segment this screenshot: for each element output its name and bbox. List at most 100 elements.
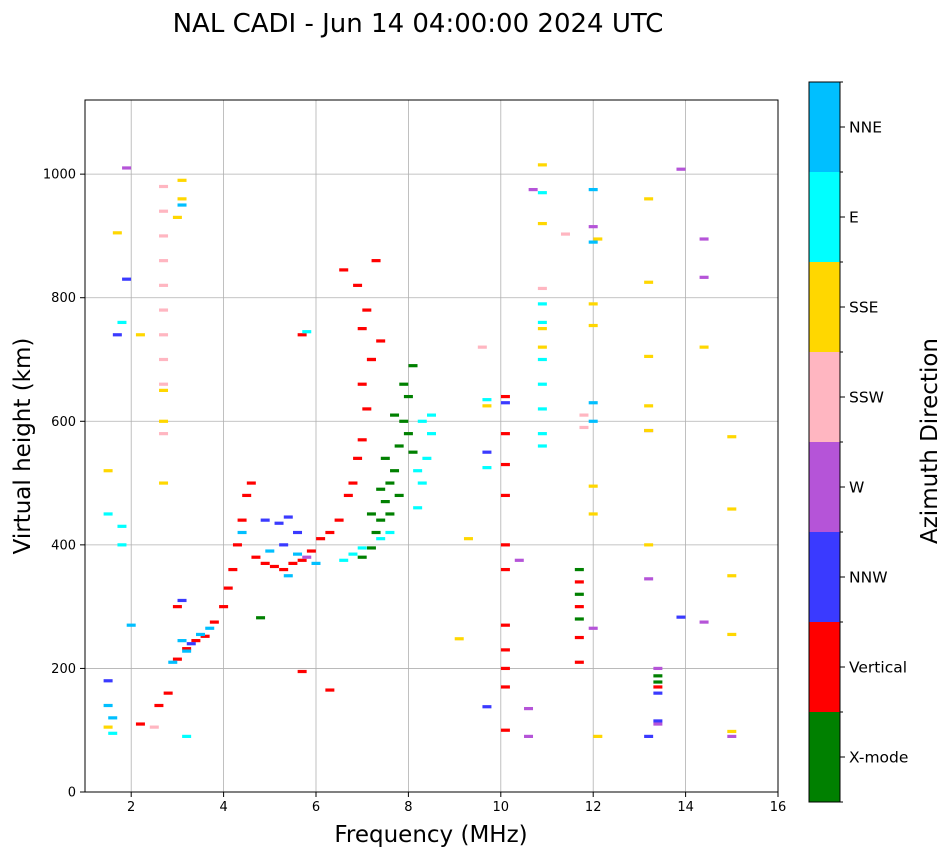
data-point	[348, 481, 358, 485]
data-point	[182, 649, 192, 653]
data-point	[172, 605, 182, 609]
data-point	[279, 567, 289, 572]
data-point	[135, 722, 145, 726]
data-point	[293, 530, 303, 535]
data-point	[200, 634, 210, 638]
data-point	[537, 357, 547, 362]
x-tick-label: 12	[585, 800, 602, 815]
plot-frame	[84, 99, 779, 793]
data-point	[177, 203, 187, 207]
data-point	[343, 493, 353, 498]
data-point	[339, 558, 349, 562]
data-point	[579, 425, 589, 430]
data-point	[366, 357, 376, 362]
data-point	[385, 481, 395, 485]
data-point	[500, 493, 510, 498]
data-point	[676, 615, 686, 619]
colorbar-tick-label: W	[849, 479, 864, 497]
data-point	[727, 574, 737, 578]
data-point	[574, 617, 584, 621]
data-point	[537, 407, 547, 411]
colorbar-tick-label: SSW	[849, 389, 884, 407]
grid-lines	[85, 100, 778, 792]
data-point	[390, 469, 400, 473]
x-tick-label: 10	[493, 800, 510, 815]
data-point	[159, 283, 169, 287]
data-point	[108, 716, 118, 720]
data-point	[306, 549, 316, 553]
data-point	[362, 407, 372, 411]
data-point	[325, 688, 335, 692]
data-point	[159, 481, 169, 485]
data-point	[500, 567, 510, 572]
data-point	[311, 561, 321, 565]
data-point	[500, 543, 510, 547]
data-point	[644, 428, 654, 433]
data-point	[376, 339, 386, 343]
data-point	[727, 507, 737, 511]
y-tick-label: 0	[68, 786, 76, 801]
data-point	[283, 515, 293, 519]
data-point	[362, 308, 372, 312]
data-point	[482, 404, 492, 408]
data-point	[112, 231, 122, 235]
data-point	[644, 280, 654, 284]
data-point	[676, 167, 686, 171]
data-point	[560, 232, 570, 236]
data-point	[366, 512, 376, 516]
data-point	[237, 530, 247, 535]
data-point	[477, 345, 487, 349]
series-ssw	[149, 184, 589, 729]
data-point	[653, 666, 663, 671]
data-point	[260, 561, 270, 565]
y-axis-label: Virtual height (km)	[10, 338, 36, 555]
data-point	[537, 286, 547, 291]
data-point	[588, 323, 598, 328]
data-point	[159, 432, 169, 436]
data-point	[353, 283, 363, 287]
data-point	[117, 543, 127, 547]
data-point	[413, 469, 423, 473]
data-point	[394, 493, 404, 498]
data-point	[727, 734, 737, 738]
x-tick-label: 2	[127, 800, 135, 815]
data-point	[574, 580, 584, 584]
data-point	[209, 620, 219, 624]
data-point	[205, 626, 215, 630]
chart-title: NAL CADI - Jun 14 04:00:00 2024 UTC	[173, 9, 664, 39]
data-point	[357, 327, 367, 331]
series-x-mode	[256, 364, 663, 684]
data-point	[454, 637, 464, 641]
data-point	[482, 398, 492, 402]
x-axis-ticks: 2 4 6 8 10 12 14 16	[127, 792, 786, 815]
data-point	[237, 518, 247, 522]
data-point	[159, 259, 169, 263]
data-point	[117, 524, 127, 528]
data-point	[537, 163, 547, 167]
data-point	[325, 530, 335, 535]
data-point	[427, 413, 436, 417]
data-point	[376, 537, 386, 541]
data-point	[653, 685, 663, 689]
data-point	[699, 620, 709, 624]
data-point	[537, 345, 547, 349]
series-sse	[103, 163, 737, 738]
colorbar-segment	[809, 262, 840, 352]
data-point	[588, 240, 598, 244]
data-point	[223, 586, 233, 590]
data-point	[500, 462, 510, 467]
data-point	[413, 506, 423, 510]
data-point	[246, 481, 256, 485]
data-point	[427, 432, 436, 436]
data-point	[417, 419, 427, 423]
data-point	[537, 191, 547, 195]
data-point	[357, 438, 367, 442]
data-point	[265, 549, 275, 553]
data-point	[537, 327, 547, 331]
data-point	[334, 518, 344, 522]
data-point	[103, 703, 113, 708]
data-point	[644, 543, 654, 547]
data-point	[727, 632, 737, 637]
colorbar-segment	[809, 622, 840, 712]
data-point	[339, 268, 349, 272]
